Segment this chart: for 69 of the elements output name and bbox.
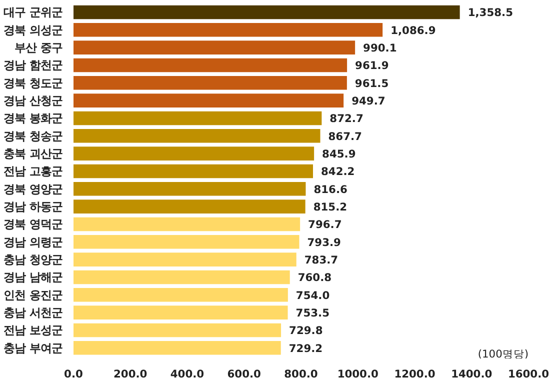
- data-label: 842.2: [321, 165, 355, 178]
- data-label: 729.2: [288, 342, 323, 355]
- bar: [74, 22, 383, 37]
- x-tick-label: 800.0: [284, 368, 318, 380]
- bar: [74, 217, 300, 232]
- y-tick-label: 경북 청도군: [4, 76, 63, 90]
- x-tick-label: 0.0: [64, 368, 83, 380]
- bar: [74, 288, 288, 302]
- data-label: 760.8: [298, 271, 332, 284]
- x-tick-label: 1200.0: [394, 368, 436, 380]
- bar: [74, 164, 313, 178]
- data-label: 796.7: [308, 218, 342, 232]
- bar: [74, 5, 460, 20]
- y-tick-label: 경북 청송군: [4, 128, 63, 143]
- bar: [74, 200, 306, 214]
- y-tick-label: 경남 함천군: [4, 58, 63, 72]
- y-tick-label: 충남 서천군: [4, 306, 63, 320]
- y-tick-label: 부산 중구: [14, 40, 63, 55]
- bar: [74, 252, 296, 266]
- y-tick-label: 전남 고흥군: [4, 164, 63, 178]
- y-tick-label: 충북 괴산군: [4, 146, 63, 161]
- bar: [74, 323, 282, 338]
- y-tick-label: 충남 부여군: [4, 340, 63, 355]
- y-tick-label: 경북 의성군: [4, 22, 63, 37]
- data-label: 872.7: [330, 112, 364, 126]
- y-tick-label: 전남 보성군: [4, 323, 63, 338]
- bar: [74, 58, 348, 72]
- data-label: 867.7: [328, 130, 362, 143]
- data-label: 793.9: [307, 236, 341, 249]
- data-label: 815.2: [313, 200, 348, 214]
- data-label: 990.1: [363, 42, 397, 55]
- y-tick-label: 대구 군위군: [4, 5, 63, 20]
- x-tick-label: 1600.0: [508, 368, 550, 380]
- bar: [74, 182, 306, 196]
- x-tick-label: 600.0: [227, 368, 261, 380]
- data-label: 1,086.9: [390, 24, 436, 37]
- data-label: 1,358.5: [468, 6, 513, 20]
- data-label: 753.5: [296, 306, 330, 320]
- bar: [74, 76, 347, 90]
- y-tick-label: 경북 영덕군: [4, 217, 63, 232]
- x-tick-label: 200.0: [114, 368, 148, 380]
- data-label: 754.0: [296, 288, 330, 302]
- y-tick-label: 경남 산청군: [4, 94, 63, 108]
- y-tick-label: 경북 영양군: [4, 182, 63, 196]
- y-tick-label: 경남 남해군: [4, 270, 63, 284]
- bar: [74, 146, 314, 160]
- y-tick-label: 경남 하동군: [4, 200, 63, 214]
- x-tick-label: 400.0: [170, 368, 204, 380]
- y-tick-label: 경북 봉화군: [4, 111, 63, 126]
- bar: [74, 270, 290, 284]
- data-label: 845.9: [322, 148, 356, 161]
- data-label: 949.7: [352, 94, 386, 108]
- bar: [74, 129, 320, 143]
- bar: [74, 94, 344, 108]
- bar: [74, 40, 356, 54]
- data-label: 729.8: [289, 324, 323, 338]
- bar: [74, 341, 281, 355]
- x-tick-label: 1400.0: [451, 368, 492, 380]
- y-tick-label: 충남 청양군: [4, 252, 63, 267]
- data-label: 783.7: [304, 254, 338, 267]
- y-tick-label: 인천 옹진군: [4, 288, 63, 302]
- bar: [74, 111, 322, 126]
- x-tick-label: 1000.0: [337, 368, 378, 380]
- bar: [74, 235, 300, 249]
- bar: [74, 306, 288, 320]
- y-tick-label: 경남 의령군: [4, 234, 63, 249]
- data-label: 816.6: [314, 182, 348, 196]
- data-label: 961.9: [355, 59, 389, 72]
- data-label: 961.5: [354, 76, 389, 90]
